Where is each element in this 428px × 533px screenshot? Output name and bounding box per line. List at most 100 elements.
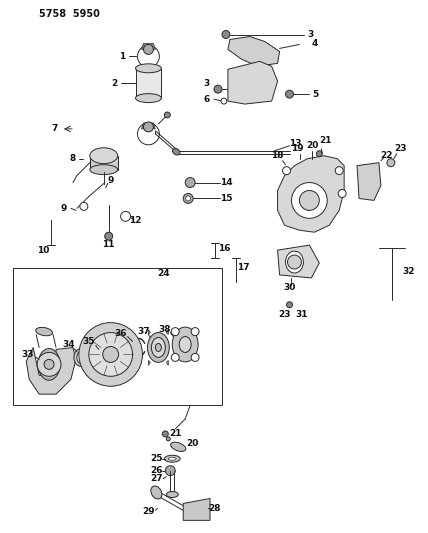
Bar [13, 268, 222, 405]
Circle shape [185, 177, 195, 188]
Ellipse shape [136, 94, 161, 102]
Text: 22: 22 [380, 151, 393, 160]
Ellipse shape [172, 149, 180, 155]
Text: 27: 27 [150, 474, 163, 483]
Polygon shape [183, 498, 210, 520]
Circle shape [387, 159, 395, 167]
Polygon shape [278, 245, 319, 278]
Ellipse shape [147, 333, 169, 362]
Text: 9: 9 [107, 176, 114, 185]
Circle shape [300, 190, 319, 211]
Text: 25: 25 [150, 454, 163, 463]
Circle shape [162, 431, 168, 437]
Text: 16: 16 [218, 244, 230, 253]
Polygon shape [142, 44, 155, 50]
Ellipse shape [36, 327, 53, 336]
Polygon shape [228, 36, 279, 66]
Circle shape [137, 123, 159, 145]
Polygon shape [357, 163, 381, 200]
Text: 6: 6 [204, 94, 210, 103]
Ellipse shape [136, 64, 161, 73]
Ellipse shape [38, 349, 60, 380]
Text: 1: 1 [119, 52, 126, 61]
Circle shape [143, 122, 153, 132]
Polygon shape [166, 360, 168, 365]
Circle shape [37, 352, 61, 376]
Text: 7: 7 [52, 124, 58, 133]
Text: 19: 19 [291, 144, 304, 154]
Text: 3: 3 [307, 30, 313, 39]
Ellipse shape [77, 351, 85, 364]
Circle shape [191, 353, 199, 361]
Text: 23: 23 [395, 144, 407, 154]
Circle shape [137, 45, 159, 67]
Circle shape [171, 353, 179, 361]
Circle shape [214, 85, 222, 93]
Circle shape [285, 90, 294, 98]
Ellipse shape [152, 337, 165, 358]
Ellipse shape [186, 506, 197, 519]
Ellipse shape [39, 385, 56, 393]
Text: 2: 2 [112, 79, 118, 88]
Circle shape [288, 255, 301, 269]
Text: 12: 12 [129, 216, 142, 225]
Bar [136, 68, 161, 98]
Circle shape [143, 44, 153, 54]
Text: 33: 33 [21, 350, 33, 359]
Text: 32: 32 [402, 268, 415, 277]
Polygon shape [142, 123, 155, 129]
Circle shape [165, 466, 175, 475]
Circle shape [183, 193, 193, 204]
Text: 23: 23 [278, 310, 291, 319]
Circle shape [222, 30, 230, 38]
Text: 29: 29 [142, 507, 155, 516]
Circle shape [191, 328, 199, 336]
Text: 11: 11 [102, 240, 115, 249]
Ellipse shape [164, 455, 180, 462]
Ellipse shape [172, 327, 198, 362]
Text: 13: 13 [289, 139, 302, 148]
Text: 14: 14 [220, 178, 232, 187]
Text: 35: 35 [83, 337, 95, 346]
Circle shape [44, 359, 54, 369]
Text: 21: 21 [169, 430, 181, 439]
Ellipse shape [90, 165, 118, 175]
Text: 31: 31 [295, 310, 308, 319]
Text: 38: 38 [158, 325, 171, 334]
Text: 26: 26 [150, 466, 163, 475]
Ellipse shape [179, 336, 191, 352]
Text: 5: 5 [312, 90, 318, 99]
Circle shape [221, 98, 227, 104]
Text: 15: 15 [220, 194, 232, 203]
Text: 17: 17 [238, 263, 250, 272]
Circle shape [291, 182, 327, 219]
Text: 28: 28 [209, 504, 221, 513]
Circle shape [79, 322, 143, 386]
Circle shape [166, 437, 170, 441]
Text: 18: 18 [271, 151, 284, 160]
Circle shape [89, 333, 133, 376]
Text: 20: 20 [186, 439, 198, 448]
Bar [90, 156, 118, 169]
Ellipse shape [168, 457, 176, 460]
Ellipse shape [151, 486, 162, 499]
Text: 20: 20 [306, 141, 318, 150]
Ellipse shape [90, 148, 118, 164]
Circle shape [186, 196, 190, 201]
Circle shape [103, 346, 119, 362]
Circle shape [282, 167, 291, 175]
Text: 37: 37 [137, 327, 150, 336]
Circle shape [286, 302, 292, 308]
Text: 21: 21 [319, 136, 332, 146]
Text: 3: 3 [204, 79, 210, 88]
Text: 10: 10 [37, 246, 49, 255]
Circle shape [338, 190, 346, 197]
Text: 34: 34 [62, 340, 75, 349]
Ellipse shape [285, 251, 303, 273]
Circle shape [335, 167, 343, 175]
Ellipse shape [74, 349, 88, 366]
Text: 4: 4 [311, 39, 318, 48]
Polygon shape [166, 329, 168, 335]
Text: 8: 8 [70, 154, 76, 163]
Text: 9: 9 [61, 204, 67, 213]
